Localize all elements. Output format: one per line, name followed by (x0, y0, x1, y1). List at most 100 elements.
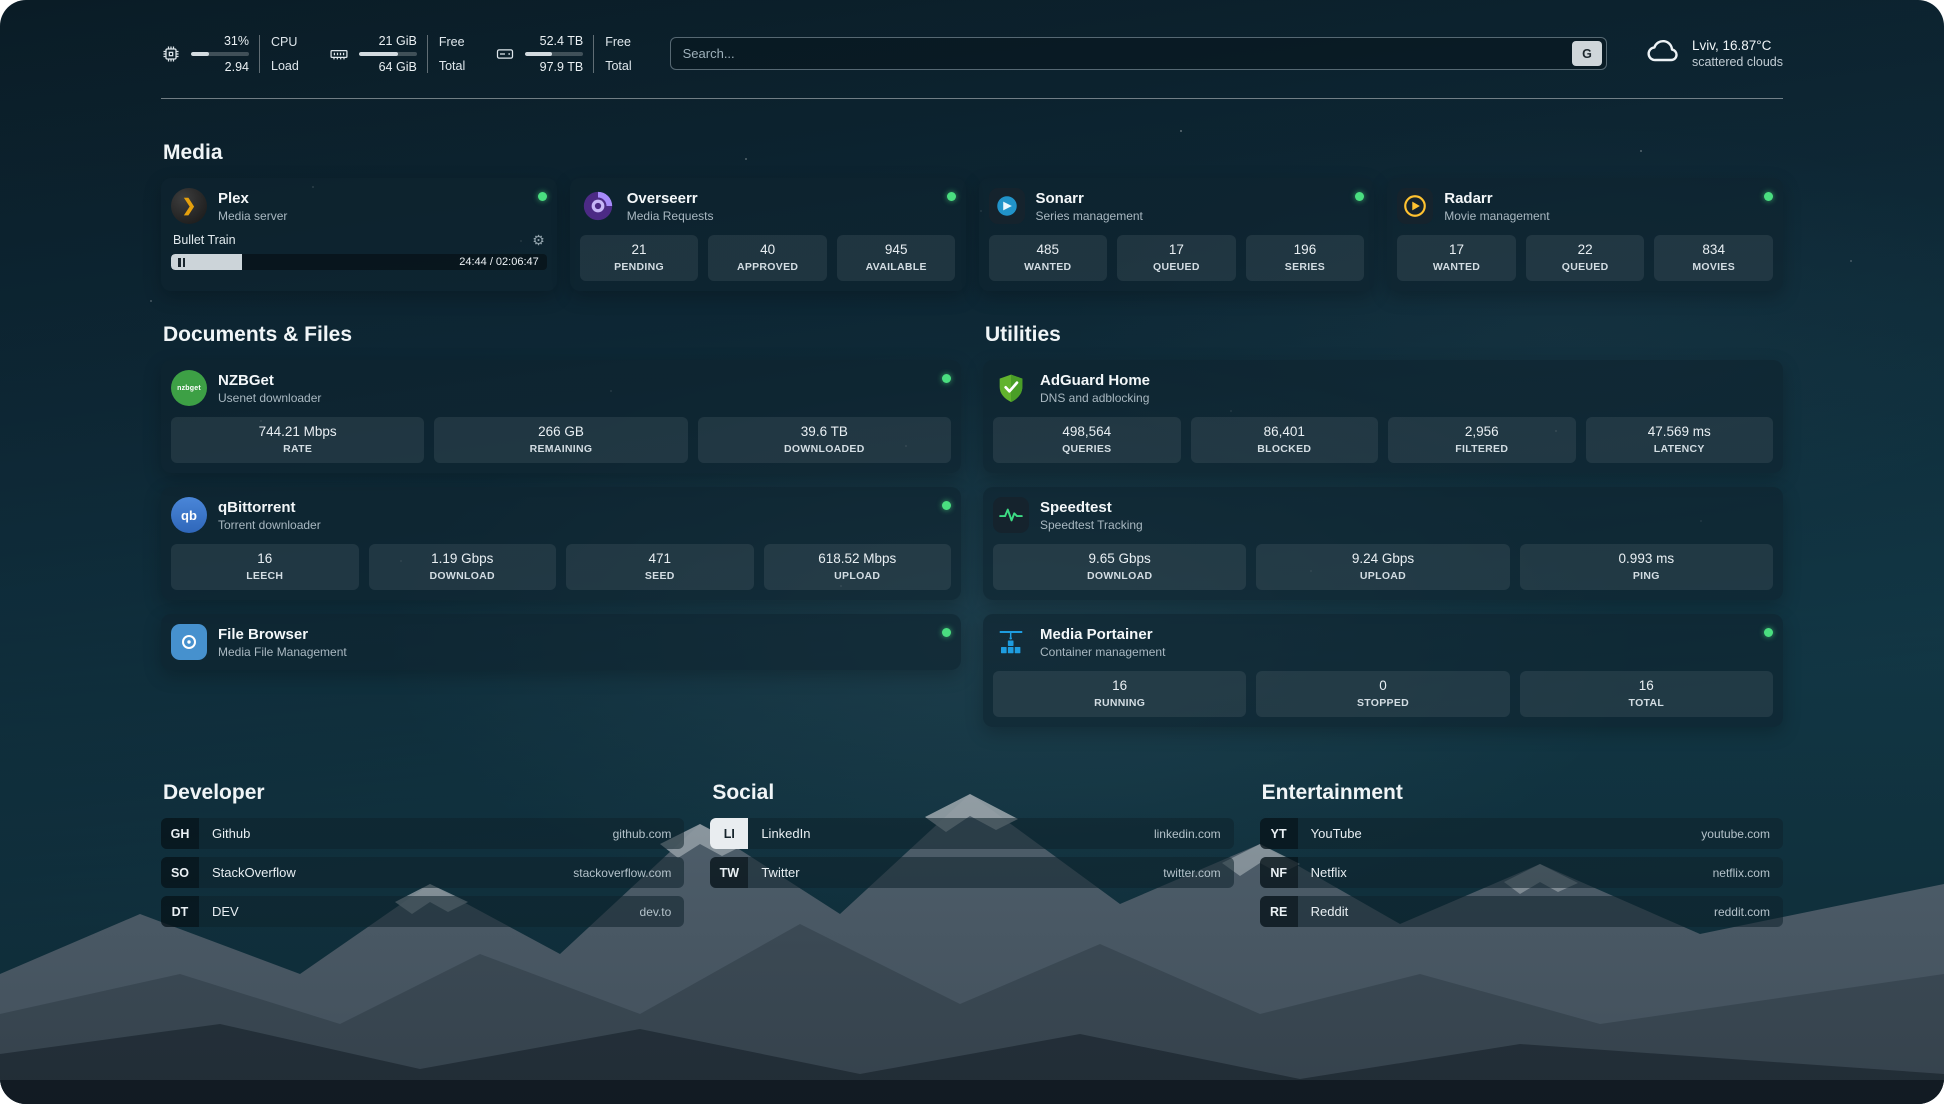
app-desc-portainer: Container management (1040, 644, 1166, 659)
stat-remaining: 266 GB REMAINING (434, 417, 688, 463)
stat-rate: 744.21 Mbps RATE (171, 417, 425, 463)
ram-icon (329, 44, 349, 64)
app-card-overseerr[interactable]: Overseerr Media Requests 21 PENDING 40 APP… (569, 178, 966, 291)
app-desc-plex: Media server (218, 208, 288, 223)
stat-queries: 498,564 QUERIES (993, 417, 1181, 463)
cpu-load-value: 2.94 (224, 59, 249, 74)
section-media: Media ❯ Plex Media server Bullet Train ⚙ (161, 141, 1783, 291)
app-card-radarr[interactable]: Radarr Movie management 17 WANTED 22 QUEUE… (1387, 178, 1783, 291)
status-dot (537, 192, 547, 201)
memory-free-label: Free (438, 34, 465, 49)
bookmark-reddit[interactable]: RE Reddit reddit.com (1259, 896, 1783, 927)
app-name-filebrowser: File Browser (218, 625, 309, 643)
app-name-speedtest: Speedtest (1040, 498, 1112, 516)
app-name-overseerr: Overseerr (626, 189, 698, 207)
app-name-portainer: Media Portainer (1040, 625, 1153, 643)
bookmark-dev[interactable]: DT DEV dev.to (161, 896, 685, 927)
search-engine-button[interactable]: G (1571, 41, 1602, 66)
netflix-icon: NF (1259, 857, 1298, 888)
app-card-plex[interactable]: ❯ Plex Media server Bullet Train ⚙ (161, 178, 557, 291)
status-dot (1764, 192, 1773, 201)
app-desc-nzbget: Usenet downloader (218, 390, 322, 405)
stat-upload: 618.52 Mbps UPLOAD (763, 544, 951, 590)
cpu-usage-value: 31% (223, 33, 249, 48)
stat-download: 9.65 Gbps DOWNLOAD (993, 544, 1247, 590)
top-bar: 31% 2.94 CPU Load (161, 33, 1783, 74)
now-playing-title: Bullet Train (173, 233, 236, 247)
qbittorrent-icon: qb (171, 497, 207, 533)
bookmark-youtube[interactable]: YT YouTube youtube.com (1259, 818, 1783, 849)
overseerr-icon (580, 188, 616, 224)
bookmark-linkedin[interactable]: LI LinkedIn linkedin.com (710, 818, 1234, 849)
storage-widget: 52.4 TB 97.9 TB Free Total (495, 33, 632, 74)
hard-drive-icon (495, 44, 515, 64)
memory-widget: 21 GiB 64 GiB Free Total (329, 34, 465, 74)
bookmark-twitter[interactable]: TW Twitter twitter.com (710, 857, 1234, 888)
app-card-filebrowser[interactable]: File Browser Media File Management (161, 614, 961, 670)
stat-wanted: 485 WANTED (988, 235, 1108, 281)
app-desc-qbittorrent: Torrent downloader (218, 517, 321, 532)
section-utilities: Utilities AdGu (983, 323, 1783, 727)
storage-free-label: Free (605, 34, 631, 49)
cpu-label: CPU (271, 34, 298, 49)
sonarr-icon (988, 188, 1025, 224)
playback-progress-bar[interactable]: 24:44 / 02:06:47 (171, 254, 547, 270)
stat-available: 945 AVAILABLE (836, 235, 956, 281)
cpu-usage-bar (191, 51, 249, 56)
app-name-radarr: Radarr (1444, 189, 1493, 207)
stat-wanted: 17 WANTED (1397, 235, 1516, 281)
app-desc-overseerr: Media Requests (626, 208, 714, 223)
app-card-adguard[interactable]: AdGuard Home DNS and adblocking 498,564 Q… (983, 360, 1783, 473)
stat-running: 16 RUNNING (993, 671, 1247, 717)
app-card-qbittorrent[interactable]: qb qBittorrent Torrent downloader 16 LEEC… (161, 487, 961, 600)
cloud-icon (1645, 33, 1681, 74)
memory-free-value: 21 GiB (378, 33, 417, 48)
bookmark-github[interactable]: GH Github github.com (161, 818, 685, 849)
adguard-shield-icon (993, 370, 1029, 406)
filebrowser-icon (171, 624, 207, 660)
app-name-nzbget: NZBGet (218, 371, 274, 389)
stat-upload: 9.24 Gbps UPLOAD (1256, 544, 1510, 590)
cpu-chip-icon (161, 44, 181, 64)
pause-icon[interactable] (178, 257, 185, 267)
app-card-portainer[interactable]: Media Portainer Container management 16 R… (983, 614, 1783, 727)
stat-total: 16 TOTAL (1519, 671, 1773, 717)
app-card-speedtest[interactable]: Speedtest Speedtest Tracking 9.65 Gbps DO… (983, 487, 1783, 600)
app-name-qbittorrent: qBittorrent (218, 498, 296, 516)
section-title-utilities: Utilities (985, 323, 1061, 346)
memory-total-label: Total (438, 58, 466, 73)
app-card-nzbget[interactable]: nzbget NZBGet Usenet downloader 744.21 M… (161, 360, 961, 473)
storage-total-label: Total (605, 58, 632, 73)
reddit-icon: RE (1259, 896, 1298, 927)
stat-queued: 22 QUEUED (1525, 235, 1645, 281)
linkedin-icon: LI (710, 818, 749, 849)
bookmark-stackoverflow[interactable]: SO StackOverflow stackoverflow.com (161, 857, 685, 888)
search-input[interactable] (670, 46, 1572, 61)
app-card-sonarr[interactable]: Sonarr Series management 485 WANTED 17 QUE… (978, 178, 1375, 291)
github-icon: GH (161, 818, 199, 849)
twitter-icon: TW (710, 857, 749, 888)
app-desc-speedtest: Speedtest Tracking (1040, 517, 1143, 532)
storage-free-value: 52.4 TB (539, 33, 584, 48)
weather-condition: scattered clouds (1691, 55, 1783, 69)
status-dot (942, 501, 951, 510)
gear-icon[interactable]: ⚙ (532, 232, 545, 248)
section-entertainment: Entertainment YT YouTube youtube.com NF … (1259, 781, 1783, 935)
app-desc-adguard: DNS and adblocking (1040, 390, 1150, 405)
stat-approved: 40 APPROVED (708, 235, 827, 281)
stat-ping: 0.993 ms PING (1519, 544, 1773, 590)
stat-download: 1.19 Gbps DOWNLOAD (368, 544, 556, 590)
app-name-sonarr: Sonarr (1035, 189, 1084, 207)
status-dot (942, 628, 951, 637)
app-name-plex: Plex (218, 189, 249, 207)
bookmark-netflix[interactable]: NF Netflix netflix.com (1259, 857, 1783, 888)
dev-icon: DT (161, 896, 199, 927)
stat-stopped: 0 STOPPED (1256, 671, 1510, 717)
memory-usage-bar (358, 51, 417, 56)
speedtest-pulse-icon (993, 497, 1029, 533)
weather-location-temp: Lviv, 16.87°C (1691, 38, 1772, 53)
stat-filtered: 2,956 FILTERED (1388, 417, 1576, 463)
app-desc-filebrowser: Media File Management (218, 644, 347, 659)
app-name-adguard: AdGuard Home (1040, 371, 1151, 389)
